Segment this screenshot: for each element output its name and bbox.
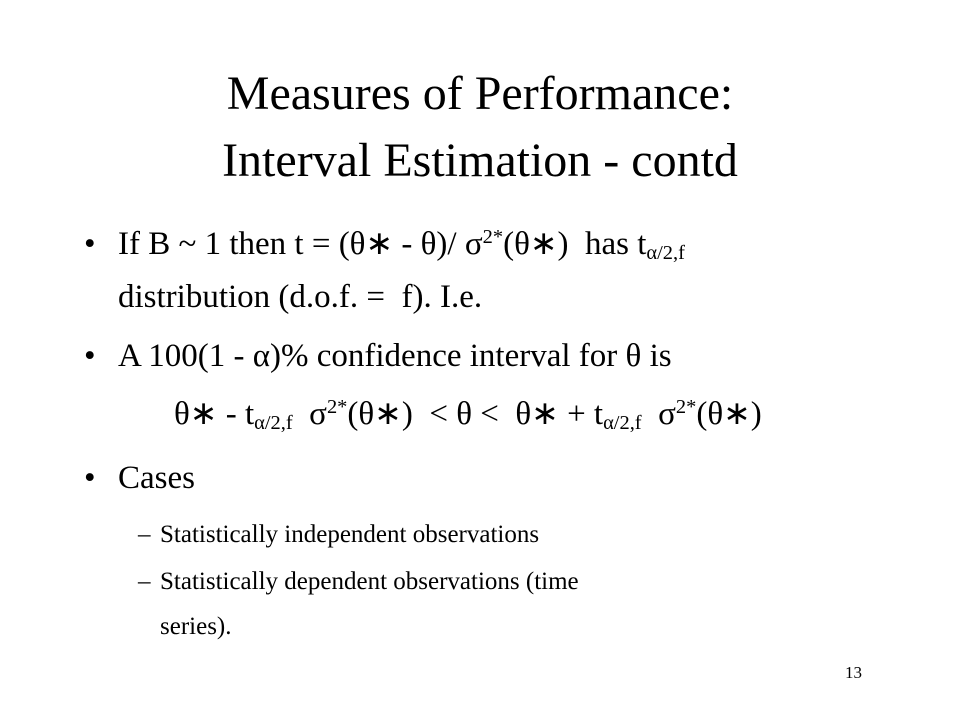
text: (θ∗) < θ < θ∗ + t [347, 396, 604, 432]
title-line: Measures of Performance: [226, 67, 734, 120]
sub-bullet: Statistically dependent observations (ti… [138, 568, 579, 595]
bullet: Cases [84, 460, 195, 496]
superscript: 2* [675, 395, 697, 418]
text: (θ∗) has t [503, 226, 647, 262]
text: σ [292, 396, 327, 432]
superscript: 2* [482, 225, 504, 248]
text: Cases [118, 460, 195, 496]
bullet: If B ~ 1 then t = (θ∗ - θ)/ σ2*(θ∗) has … [84, 225, 685, 265]
page-number: 13 [845, 663, 862, 682]
subscript: α/2,f [603, 412, 642, 435]
formula: θ∗ - tα/2,f σ2*(θ∗) < θ < θ∗ + tα/2,f σ2… [174, 395, 762, 435]
bullet: A 100(1 - α)% confidence interval for θ … [84, 338, 672, 374]
subscript: α/2,f [254, 412, 293, 435]
subscript: α/2,f [646, 242, 685, 265]
text: If B ~ 1 then t = (θ∗ - θ)/ σ [118, 226, 483, 262]
text: series). [160, 613, 232, 640]
text: (θ∗) [696, 396, 762, 432]
text: Statistically independent observations [160, 521, 540, 548]
text: θ∗ - t [174, 396, 255, 432]
text: σ [641, 396, 676, 432]
text: A 100(1 - α)% confidence interval for θ … [118, 338, 672, 374]
title-line: Interval Estimation - contd [222, 134, 738, 187]
sub-bullet: Statistically independent observations [138, 521, 540, 548]
superscript: 2* [326, 395, 348, 418]
text: Statistically dependent observations (ti… [160, 568, 579, 595]
text: distribution (d.o.f. = f). I.e. [118, 279, 483, 315]
